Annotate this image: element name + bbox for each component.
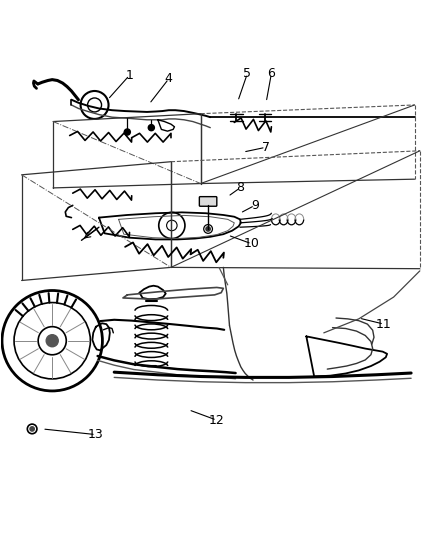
Circle shape: [30, 427, 34, 431]
Text: 13: 13: [88, 428, 104, 441]
Text: 5: 5: [244, 67, 251, 80]
Text: 7: 7: [262, 141, 270, 154]
Text: 4: 4: [165, 72, 173, 85]
FancyBboxPatch shape: [199, 197, 217, 206]
Circle shape: [46, 335, 58, 347]
Text: 11: 11: [376, 318, 392, 330]
Text: 1: 1: [126, 69, 134, 82]
Text: 8: 8: [236, 181, 244, 195]
Circle shape: [148, 125, 154, 131]
Text: 12: 12: [209, 414, 225, 427]
Text: 9: 9: [251, 199, 259, 212]
Text: 6: 6: [268, 67, 276, 80]
Circle shape: [206, 227, 210, 231]
Text: 10: 10: [244, 237, 260, 251]
Circle shape: [124, 129, 131, 135]
